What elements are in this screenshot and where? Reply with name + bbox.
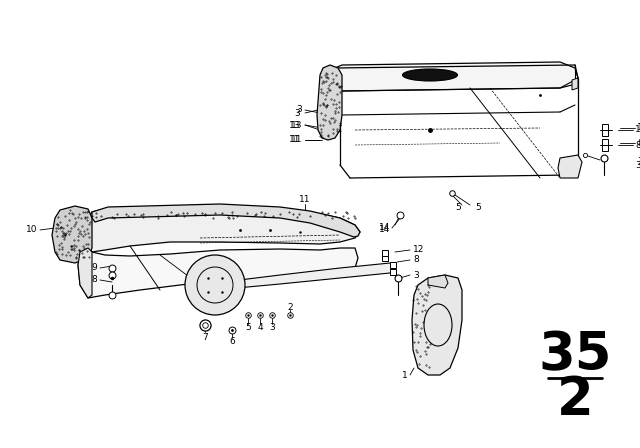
Text: 11: 11 (300, 195, 311, 204)
Text: 2: 2 (287, 302, 293, 311)
Polygon shape (78, 248, 358, 298)
Polygon shape (428, 275, 448, 288)
Polygon shape (317, 65, 342, 140)
Ellipse shape (403, 69, 458, 81)
Text: 3: 3 (294, 108, 300, 117)
Text: 12: 12 (635, 125, 640, 134)
Polygon shape (52, 206, 92, 263)
Polygon shape (88, 205, 360, 252)
Text: 9: 9 (92, 263, 97, 272)
Text: 13: 13 (289, 121, 300, 129)
Polygon shape (92, 204, 360, 237)
Polygon shape (330, 62, 578, 91)
Polygon shape (215, 263, 395, 290)
Polygon shape (558, 155, 582, 178)
Text: 3: 3 (637, 158, 640, 167)
Text: 5: 5 (245, 323, 251, 332)
Text: 8: 8 (413, 255, 419, 264)
Text: 8: 8 (92, 276, 97, 284)
Text: 14: 14 (379, 224, 390, 233)
Text: 10: 10 (26, 225, 37, 234)
Text: 7: 7 (202, 333, 208, 343)
Circle shape (185, 255, 245, 315)
Text: 2: 2 (557, 374, 593, 426)
Text: 3: 3 (269, 323, 275, 332)
Polygon shape (412, 275, 462, 375)
Text: 11: 11 (289, 135, 300, 145)
Text: 5: 5 (475, 203, 481, 212)
Text: 8: 8 (635, 141, 640, 150)
Text: 14: 14 (379, 225, 390, 234)
Text: 6: 6 (229, 337, 235, 346)
Text: 13: 13 (291, 121, 302, 129)
Text: 4: 4 (257, 323, 263, 332)
Text: 1: 1 (403, 370, 408, 379)
Text: 35: 35 (538, 329, 612, 381)
Polygon shape (572, 78, 578, 90)
Text: 3: 3 (413, 271, 419, 280)
Polygon shape (78, 248, 92, 298)
Text: 8: 8 (637, 138, 640, 147)
Text: 11: 11 (291, 135, 302, 145)
Text: 5: 5 (455, 203, 461, 212)
Text: 12: 12 (637, 124, 640, 133)
Text: 12: 12 (413, 246, 424, 254)
Text: 3: 3 (296, 105, 302, 115)
Text: 3: 3 (635, 160, 640, 169)
